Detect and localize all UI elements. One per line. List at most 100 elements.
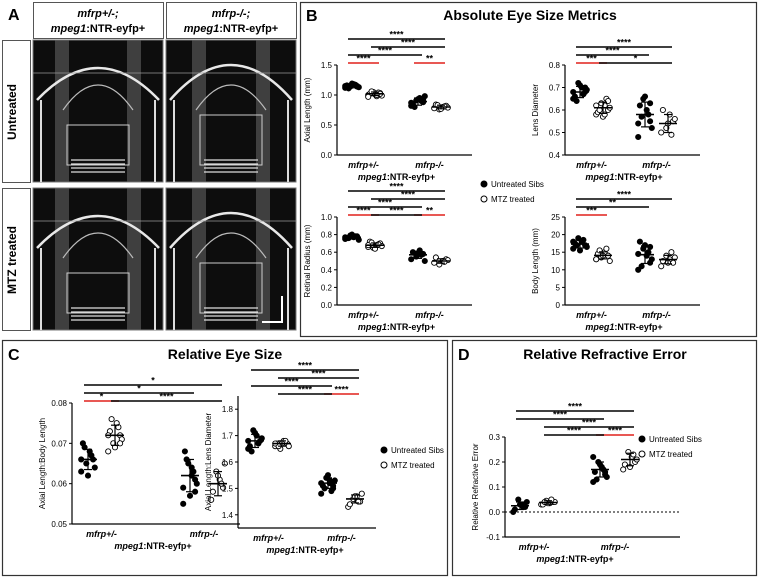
x-axis-label-part: :NTR-eyfp+ <box>387 172 435 182</box>
x-axis-label: mpeg1:NTR-eyfp+ <box>358 172 435 182</box>
x-tick-label: mfrp+/- <box>576 310 607 320</box>
significance-label: **** <box>284 377 299 387</box>
significance-label: **** <box>311 369 326 379</box>
data-point <box>409 249 416 256</box>
significance-label: **** <box>617 38 632 48</box>
x-tick-label: mfrp+/- <box>519 542 550 552</box>
data-point <box>620 466 627 473</box>
significance-label: **** <box>356 206 371 216</box>
data-point <box>208 496 215 503</box>
data-point <box>606 257 613 265</box>
y-tick-label: 0.7 <box>549 84 561 93</box>
column-label: mpeg1:NTR-eyfp+ <box>51 23 145 35</box>
x-axis-label: mpeg1:NTR-eyfp+ <box>585 322 662 332</box>
lens <box>195 84 267 111</box>
image-background <box>165 187 297 331</box>
data-point <box>78 468 85 475</box>
panel-title: Absolute Eye Size Metrics <box>443 7 617 23</box>
data-point <box>192 476 199 483</box>
y-tick-label: 0.07 <box>51 439 67 448</box>
x-axis-label-part: :NTR-eyfp+ <box>565 554 613 564</box>
data-point <box>647 243 654 250</box>
significance-label: * <box>151 376 155 386</box>
image-band <box>192 40 206 182</box>
y-tick-label: 0.2 <box>489 458 501 467</box>
error-bar <box>516 501 524 511</box>
lens-block <box>66 272 130 314</box>
error-bar <box>599 101 607 114</box>
panel-letter: D <box>458 347 470 364</box>
y-tick-label: 10 <box>551 266 560 275</box>
cornea <box>169 211 293 249</box>
data-point <box>365 93 372 100</box>
error-bar <box>599 251 607 260</box>
y-tick-label: 0.6 <box>321 248 333 257</box>
significance-label: **** <box>401 190 416 200</box>
legend-label: Untreated Sibs <box>649 435 702 444</box>
cornea <box>169 63 293 101</box>
x-axis-label: mpeg1:NTR-eyfp+ <box>585 172 662 182</box>
x-axis-label-part: mpeg1 <box>114 541 143 551</box>
significance-label: **** <box>389 182 404 192</box>
column-label: mpeg1:NTR-eyfp+ <box>184 23 278 35</box>
data-point <box>255 440 262 447</box>
y-tick-label: 0.4 <box>549 151 561 160</box>
error-bar <box>348 234 356 240</box>
data-point <box>523 498 530 506</box>
x-tick-label: mfrp-/- <box>601 542 630 552</box>
panel-c-frame <box>1 339 449 577</box>
y-tick-label: 1.5 <box>222 484 234 493</box>
error-bar <box>437 104 445 110</box>
cornea <box>36 214 160 249</box>
significance-label: **** <box>553 410 568 420</box>
data-point <box>180 500 187 507</box>
x-axis-label-part: mpeg1 <box>585 322 614 332</box>
y-tick-label: 0.6 <box>549 106 561 115</box>
error-bar <box>251 433 259 449</box>
y-tick-label: 0.06 <box>51 480 67 489</box>
lens <box>62 232 134 259</box>
oct-image <box>165 39 297 183</box>
y-tick-label: 1.0 <box>321 213 333 222</box>
data-point <box>221 460 228 467</box>
legend-label: Untreated Sibs <box>491 180 544 189</box>
data-point <box>641 93 649 100</box>
significance-label: **** <box>389 206 404 216</box>
lens-block <box>199 262 263 314</box>
significance-label: * <box>100 392 104 402</box>
data-point <box>647 118 654 125</box>
y-axis-label: Axial Length:Lens Diameter <box>204 413 213 512</box>
data-point <box>590 453 597 461</box>
x-axis-label-part: :NTR-eyfp+ <box>614 172 662 182</box>
significance-label: ** <box>609 198 617 208</box>
error-bar <box>278 440 286 447</box>
panel-letter: A <box>8 7 20 24</box>
data-point <box>108 416 115 423</box>
lens-block <box>199 114 263 166</box>
data-point <box>248 448 255 455</box>
error-bar <box>351 494 359 504</box>
data-point <box>181 448 188 455</box>
data-point <box>328 487 335 495</box>
scale-bar <box>262 296 283 323</box>
y-tick-label: 0.5 <box>321 121 333 130</box>
x-axis-label-part: mpeg1 <box>266 545 295 555</box>
column-label: mfrp+/-; <box>77 8 119 20</box>
data-point <box>117 440 124 447</box>
lens-block <box>66 124 130 166</box>
error-bar <box>664 254 672 265</box>
image-band <box>127 40 141 182</box>
data-point <box>421 257 428 265</box>
data-point <box>318 490 325 497</box>
oct-image <box>165 187 297 331</box>
y-axis-label: Body Length (mm) <box>531 228 540 294</box>
data-point <box>605 97 612 105</box>
significance-label: **** <box>298 361 313 371</box>
y-tick-label: 5 <box>556 283 561 292</box>
significance-label: **** <box>605 46 620 56</box>
image-band <box>256 40 270 182</box>
panel-b-frame <box>299 1 758 338</box>
y-tick-label: 0.08 <box>51 399 67 408</box>
error-bar <box>437 258 445 264</box>
x-tick-label: mfrp-/- <box>415 310 444 320</box>
